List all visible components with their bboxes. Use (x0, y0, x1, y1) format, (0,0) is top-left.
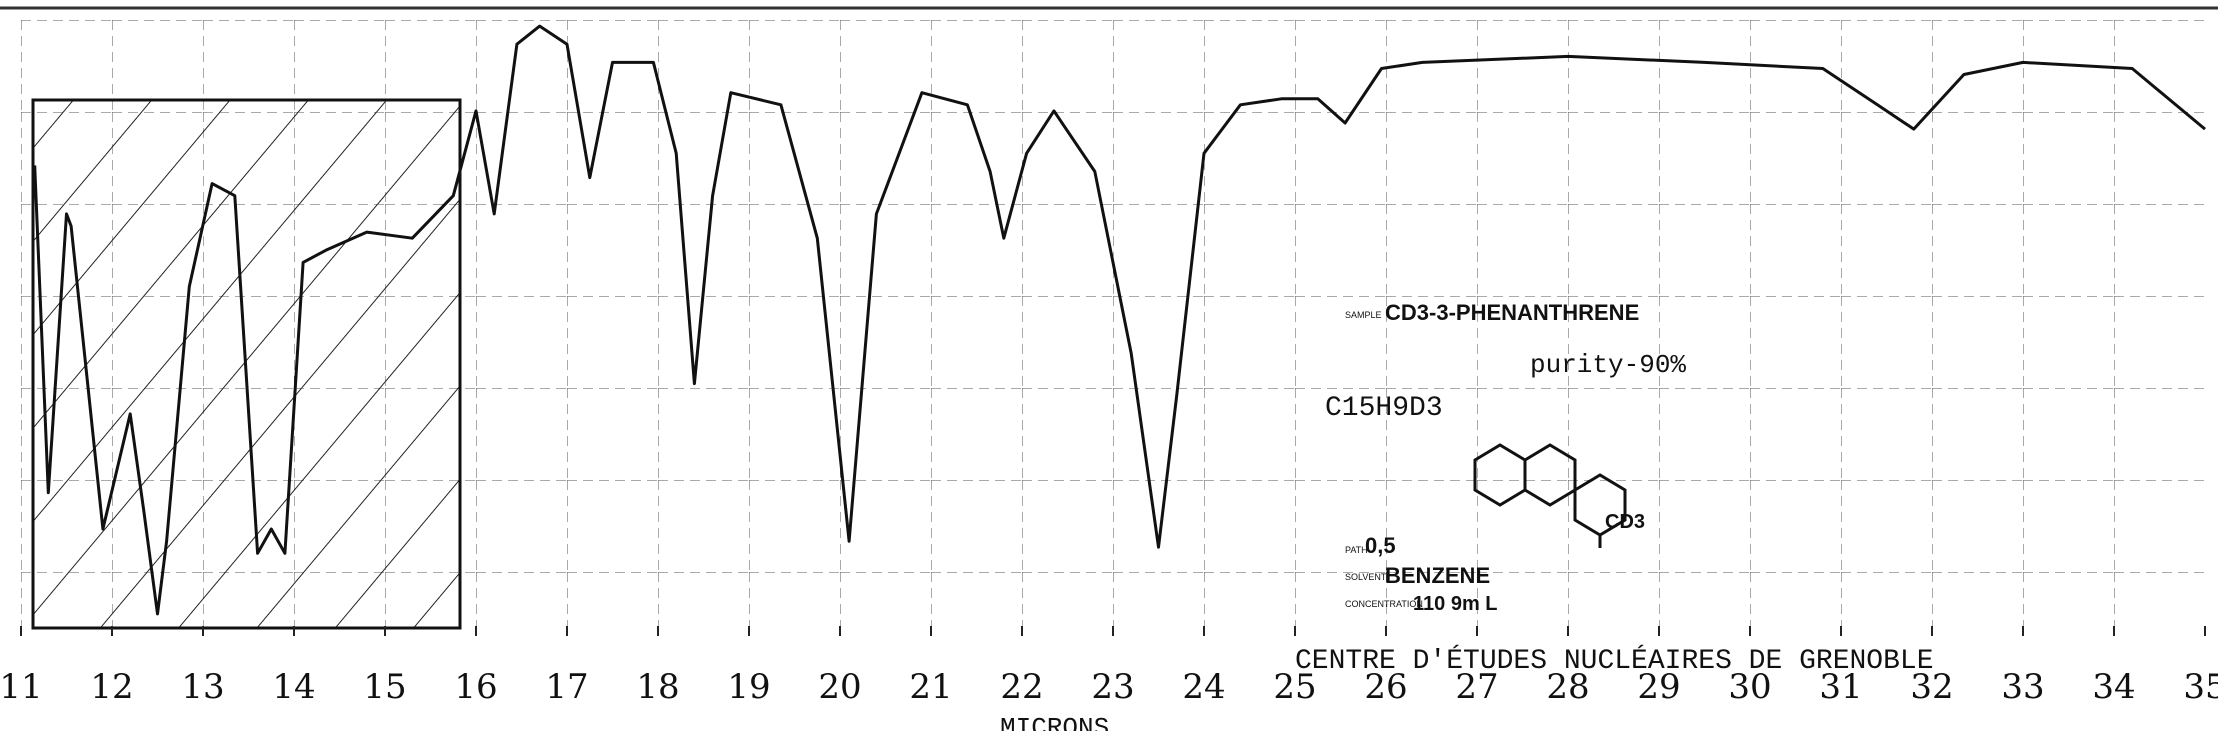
x-tick-label: 20 (818, 667, 861, 707)
concentration: 110 9m L (1413, 593, 1498, 615)
sample-label: SAMPLE (1345, 310, 1382, 320)
x-tick-label: 13 (181, 667, 224, 707)
x-axis-label: MICRONS (1000, 713, 1109, 731)
purity: purity-90% (1530, 350, 1686, 380)
x-tick-label: 30 (1728, 667, 1771, 707)
path: 0,5 (1365, 533, 1396, 558)
x-tick-label: 27 (1455, 667, 1498, 707)
x-tick-label: 35 (2183, 667, 2218, 707)
path-label: PATH (1345, 545, 1368, 555)
solvent-label: SOLVENT (1345, 572, 1387, 582)
x-tick-label: 16 (454, 667, 497, 707)
sample: CD3-3-PHENANTHRENE (1385, 300, 1639, 325)
x-tick-label: 26 (1364, 667, 1407, 707)
x-tick-label: 25 (1273, 667, 1316, 707)
formula: C15H9D3 (1325, 393, 1443, 424)
x-tick-label: 34 (2092, 667, 2135, 707)
x-tick-label: 17 (545, 667, 588, 707)
x-tick-label: 22 (1000, 667, 1043, 707)
x-tick-label: 31 (1819, 667, 1862, 707)
x-tick-label: 18 (636, 667, 679, 707)
x-tick-label: 24 (1182, 667, 1225, 707)
solvent: BENZENE (1385, 563, 1490, 588)
plot: 11 12 13 14 15 16 17 18 19 20 21 22 23 24 25 26 27 28 29 30… (0, 24, 2218, 707)
x-tick-label: 32 (1910, 667, 1953, 707)
x-tick-label: 14 (272, 667, 315, 707)
x-tick-label: 21 (909, 667, 952, 707)
x-tick-label: 33 (2001, 667, 2044, 707)
lab: CENTRE D'ÉTUDES NUCLÉAIRES DE GRENOBLE (1295, 645, 1934, 677)
concentration-label: CONCENTRATION (1345, 599, 1423, 609)
x-tick-label: 29 (1637, 667, 1680, 707)
x-tick-label: 11 (0, 667, 43, 707)
substituent: CD3 (1605, 511, 1645, 533)
x-tick-label: 15 (363, 667, 406, 707)
x-tick-label: 28 (1546, 667, 1589, 707)
x-tick-label: 23 (1091, 667, 1134, 707)
structure (1473, 443, 1627, 548)
spectrum-line (33, 24, 2206, 616)
x-tick-label: 19 (727, 667, 770, 707)
x-tick-label: 12 (90, 667, 133, 707)
